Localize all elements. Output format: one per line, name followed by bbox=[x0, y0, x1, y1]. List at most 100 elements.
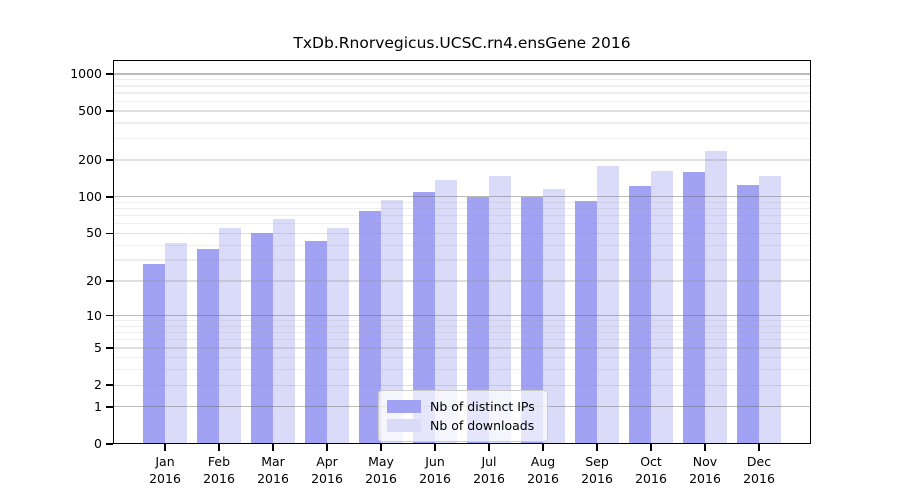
legend-label-downloads: Nb of downloads bbox=[430, 418, 535, 433]
bar-apr-downloads bbox=[327, 228, 349, 444]
gridline-8 bbox=[113, 325, 811, 327]
y-tick-label-1000: 1000 bbox=[70, 66, 102, 81]
bar-may-downloads bbox=[381, 199, 403, 444]
bar-jan-downloads bbox=[165, 242, 187, 444]
year-label: 2016 bbox=[581, 471, 613, 486]
year-label: 2016 bbox=[473, 471, 505, 486]
x-tick-label-feb: Feb 2016 bbox=[187, 453, 251, 487]
gridline-2 bbox=[113, 384, 811, 386]
gridline-30 bbox=[113, 259, 811, 261]
x-tick-jul bbox=[488, 444, 490, 451]
x-tick-label-dec: Dec 2016 bbox=[727, 453, 791, 487]
year-label: 2016 bbox=[149, 471, 181, 486]
gridline-80 bbox=[113, 208, 811, 210]
bar-nov-downloads bbox=[705, 150, 727, 444]
y-tick-1000 bbox=[106, 73, 113, 75]
bar-dec-distinct-ips bbox=[737, 185, 759, 444]
gridline-9 bbox=[113, 320, 811, 322]
gridline-4 bbox=[113, 357, 811, 359]
x-tick-label-oct: Oct 2016 bbox=[619, 453, 683, 487]
y-tick-20 bbox=[106, 280, 113, 282]
y-tick-label-50: 50 bbox=[86, 225, 102, 241]
year-label: 2016 bbox=[203, 471, 235, 486]
y-tick-label-0: 0 bbox=[94, 436, 102, 451]
month-label: Feb bbox=[207, 454, 231, 469]
gridline-7 bbox=[113, 332, 811, 334]
x-tick-feb bbox=[218, 444, 220, 451]
gridline-700 bbox=[113, 92, 811, 94]
gridline-100 bbox=[113, 196, 811, 198]
bar-feb-distinct-ips bbox=[197, 249, 219, 444]
x-tick-label-may: May 2016 bbox=[349, 453, 413, 487]
year-label: 2016 bbox=[689, 471, 721, 486]
year-label: 2016 bbox=[743, 471, 775, 486]
legend-swatch-downloads bbox=[387, 419, 421, 432]
y-tick-500 bbox=[106, 110, 113, 112]
x-tick-label-jun: Jun 2016 bbox=[403, 453, 467, 487]
legend-row-downloads: Nb of downloads bbox=[379, 418, 547, 433]
bar-jul-downloads bbox=[489, 176, 511, 444]
y-tick-200 bbox=[106, 159, 113, 161]
x-tick-label-sep: Sep 2016 bbox=[565, 453, 629, 487]
bar-oct-distinct-ips bbox=[629, 185, 651, 444]
gridline-1000 bbox=[113, 73, 811, 75]
month-label: May bbox=[368, 454, 394, 469]
x-tick-aug bbox=[542, 444, 544, 451]
x-tick-label-aug: Aug 2016 bbox=[511, 453, 575, 487]
y-tick-label-100: 100 bbox=[78, 188, 102, 204]
x-tick-nov bbox=[704, 444, 706, 451]
y-tick-label-10: 10 bbox=[86, 307, 102, 323]
year-label: 2016 bbox=[635, 471, 667, 486]
gridline-40 bbox=[113, 244, 811, 246]
legend-row-distinct-ips: Nb of distinct IPs bbox=[379, 399, 547, 414]
y-tick-label-200: 200 bbox=[78, 151, 102, 167]
year-label: 2016 bbox=[419, 471, 451, 486]
x-tick-label-mar: Mar 2016 bbox=[241, 453, 305, 487]
y-tick-50 bbox=[106, 232, 113, 235]
legend-swatch-distinct-ips bbox=[387, 400, 421, 413]
month-label: Oct bbox=[640, 454, 662, 469]
y-tick-label-5: 5 bbox=[94, 340, 102, 356]
year-label: 2016 bbox=[527, 471, 559, 486]
y-tick-label-20: 20 bbox=[86, 272, 102, 288]
gridline-3 bbox=[113, 369, 811, 371]
y-tick-1 bbox=[106, 406, 113, 408]
gridline-70 bbox=[113, 215, 811, 217]
y-tick-5 bbox=[106, 347, 113, 349]
legend: Nb of distinct IPs Nb of downloads bbox=[378, 390, 548, 442]
gridline-20 bbox=[113, 280, 811, 282]
bar-feb-downloads bbox=[219, 227, 241, 444]
x-tick-oct bbox=[650, 444, 652, 451]
gridline-60 bbox=[113, 223, 811, 225]
gridline-800 bbox=[113, 85, 811, 87]
gridline-200 bbox=[113, 159, 811, 161]
plot-area: Nb of distinct IPs Nb of downloads bbox=[113, 60, 811, 444]
gridline-5 bbox=[113, 347, 811, 349]
y-tick-label-500: 500 bbox=[78, 103, 102, 119]
x-tick-mar bbox=[272, 444, 274, 451]
chart-title: TxDb.Rnorvegicus.UCSC.rn4.ensGene 2016 bbox=[293, 34, 631, 52]
x-tick-jun bbox=[434, 444, 436, 451]
year-label: 2016 bbox=[257, 471, 289, 486]
month-label: Apr bbox=[316, 454, 338, 469]
x-tick-label-nov: Nov 2016 bbox=[673, 453, 737, 487]
bar-jun-downloads bbox=[435, 180, 457, 444]
y-tick-2 bbox=[106, 384, 113, 386]
bar-jan-distinct-ips bbox=[143, 263, 165, 444]
gridline-400 bbox=[113, 122, 811, 124]
bar-mar-distinct-ips bbox=[251, 233, 273, 444]
x-tick-jan bbox=[164, 444, 166, 451]
month-label: Dec bbox=[746, 454, 772, 469]
y-tick-100 bbox=[106, 196, 113, 198]
bar-oct-downloads bbox=[651, 170, 673, 444]
bar-apr-distinct-ips bbox=[305, 241, 327, 444]
bar-may-distinct-ips bbox=[359, 211, 381, 444]
y-tick-label-2: 2 bbox=[94, 377, 102, 393]
month-label: Jun bbox=[425, 454, 445, 469]
gridline-300 bbox=[113, 137, 811, 139]
gridline-600 bbox=[113, 100, 811, 102]
month-label: Jan bbox=[155, 454, 175, 469]
month-label: Mar bbox=[261, 454, 285, 469]
x-tick-may bbox=[380, 444, 382, 451]
